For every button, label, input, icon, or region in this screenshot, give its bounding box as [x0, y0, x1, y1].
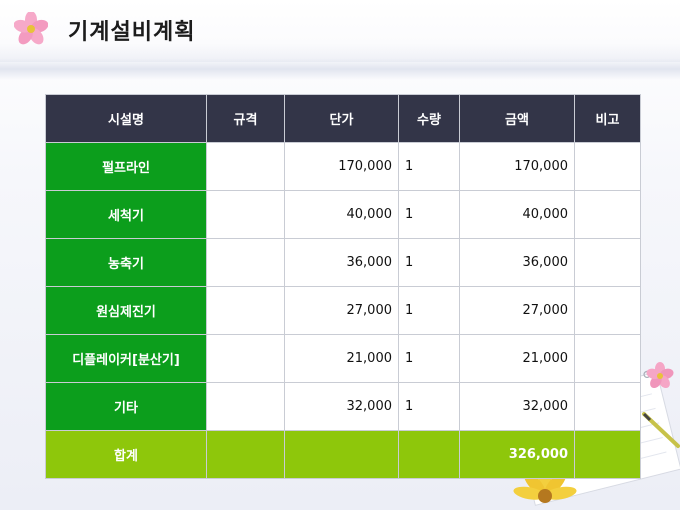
facility-name: 디플레이커[분산기] — [45, 334, 207, 383]
spec-cell — [206, 238, 285, 287]
table-row: 기타 32,000 1 32,000 — [45, 382, 641, 431]
table-row: 펄프라인 170,000 1 170,000 — [45, 142, 641, 191]
pink-flower-icon — [14, 12, 48, 45]
table-row: 농축기 36,000 1 36,000 — [45, 238, 641, 287]
facility-name: 세척기 — [45, 190, 207, 239]
quantity-cell: 1 — [398, 190, 460, 239]
facility-name: 원심제진기 — [45, 286, 207, 335]
total-empty-cell — [206, 430, 285, 479]
spec-cell — [206, 190, 285, 239]
facility-name: 농축기 — [45, 238, 207, 287]
quantity-cell: 1 — [398, 334, 460, 383]
unit-price-cell: 36,000 — [284, 238, 399, 287]
amount-cell: 40,000 — [459, 190, 575, 239]
unit-price-cell: 170,000 — [284, 142, 399, 191]
total-label: 합계 — [45, 430, 207, 479]
unit-price-cell: 21,000 — [284, 334, 399, 383]
quantity-cell: 1 — [398, 238, 460, 287]
equipment-plan-table: 시설명 규격 단가 수량 금액 비고 펄프라인 170,000 1 170,00… — [45, 94, 641, 479]
unit-price-cell: 32,000 — [284, 382, 399, 431]
amount-cell: 36,000 — [459, 238, 575, 287]
amount-cell: 27,000 — [459, 286, 575, 335]
spec-cell — [206, 382, 285, 431]
spec-cell — [206, 286, 285, 335]
header-note: 비고 — [574, 94, 641, 143]
total-empty-cell — [284, 430, 399, 479]
total-empty-cell — [574, 430, 641, 479]
pencil-decoration — [642, 412, 680, 448]
table-row: 원심제진기 27,000 1 27,000 — [45, 286, 641, 335]
amount-cell: 21,000 — [459, 334, 575, 383]
unit-price-cell: 40,000 — [284, 190, 399, 239]
pink-flower-decoration — [646, 362, 674, 389]
note-cell — [574, 238, 641, 287]
table-row: 디플레이커[분산기] 21,000 1 21,000 — [45, 334, 641, 383]
header-spec: 규격 — [206, 94, 285, 143]
note-cell — [574, 142, 641, 191]
page-title: 기계설비계획 — [68, 20, 196, 45]
total-empty-cell — [398, 430, 460, 479]
header-quantity: 수량 — [398, 94, 460, 143]
header-unit-price: 단가 — [284, 94, 399, 143]
note-cell — [574, 190, 641, 239]
quantity-cell: 1 — [398, 286, 460, 335]
note-cell — [574, 382, 641, 431]
note-cell — [574, 334, 641, 383]
header-facility: 시설명 — [45, 94, 207, 143]
quantity-cell: 1 — [398, 142, 460, 191]
table-row: 세척기 40,000 1 40,000 — [45, 190, 641, 239]
facility-name: 기타 — [45, 382, 207, 431]
header-amount: 금액 — [459, 94, 575, 143]
table-header-row: 시설명 규격 단가 수량 금액 비고 — [45, 94, 641, 143]
facility-name: 펄프라인 — [45, 142, 207, 191]
total-amount: 326,000 — [459, 430, 575, 479]
header-bar — [0, 0, 680, 62]
header-band — [0, 58, 680, 80]
total-row: 합계 326,000 — [45, 430, 641, 479]
spec-cell — [206, 142, 285, 191]
note-cell — [574, 286, 641, 335]
amount-cell: 32,000 — [459, 382, 575, 431]
quantity-cell: 1 — [398, 382, 460, 431]
amount-cell: 170,000 — [459, 142, 575, 191]
spec-cell — [206, 334, 285, 383]
unit-price-cell: 27,000 — [284, 286, 399, 335]
